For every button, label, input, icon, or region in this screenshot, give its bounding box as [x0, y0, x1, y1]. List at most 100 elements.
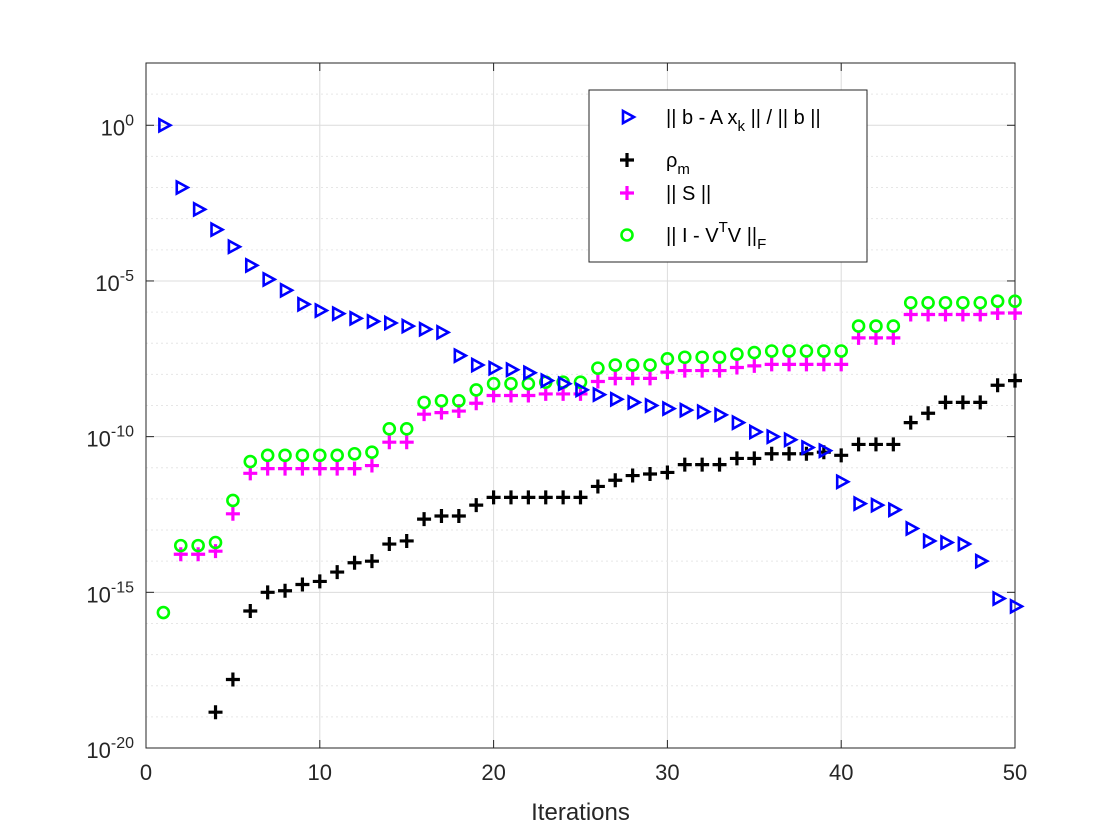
data-point [679, 401, 695, 419]
data-point [173, 547, 188, 562]
data-point [399, 533, 414, 548]
data-point [677, 363, 692, 378]
data-point [955, 395, 970, 410]
legend-text-sub: F [757, 236, 766, 253]
data-point [225, 506, 240, 521]
legend-text-sup: T [719, 219, 728, 236]
data-point [625, 358, 640, 372]
data-point [955, 307, 970, 322]
data-point [835, 473, 851, 490]
data-point [503, 490, 518, 505]
data-point [503, 388, 518, 403]
data-point [903, 307, 918, 322]
data-point [175, 179, 191, 196]
data-point [384, 314, 400, 332]
data-point [469, 396, 484, 411]
data-point [382, 537, 397, 552]
data-point [260, 461, 275, 476]
data-point [486, 490, 501, 505]
data-point [973, 295, 988, 310]
data-point [366, 313, 382, 330]
data-point [521, 490, 536, 505]
legend-label: || b - A xk || / || b || [666, 107, 821, 135]
x-tick-label: 10 [308, 760, 332, 785]
y-tick-base: 10 [86, 738, 110, 763]
data-point [990, 294, 1005, 308]
data-point [714, 406, 730, 424]
data-point [990, 378, 1005, 393]
series-2 [173, 305, 1022, 562]
data-point [625, 371, 640, 386]
data-point [521, 376, 536, 391]
series-1 [208, 373, 1022, 720]
data-point [886, 319, 901, 333]
data-point [191, 547, 206, 562]
data-point [921, 307, 936, 322]
data-point [870, 496, 886, 514]
data-point [783, 431, 799, 448]
data-point [818, 442, 834, 459]
legend-marker [620, 153, 634, 167]
data-point [349, 310, 365, 327]
data-point [799, 357, 814, 372]
data-point [677, 457, 692, 472]
data-point [729, 360, 744, 375]
data-point [470, 356, 486, 374]
legend-text-main: || I - V [666, 225, 719, 247]
x-tick-label: 40 [829, 760, 853, 785]
data-point [747, 451, 762, 466]
data-point [938, 307, 953, 322]
y-tick-exponent: 0 [125, 112, 134, 129]
data-point [295, 577, 310, 592]
data-point [712, 457, 727, 472]
data-point [208, 544, 223, 559]
data-point [851, 319, 866, 333]
legend-label: || S || [666, 183, 711, 205]
data-point [869, 319, 883, 333]
data-point [364, 554, 379, 569]
y-tick-label: 10-5 [95, 268, 134, 296]
legend-text-main: || / || b || [745, 107, 821, 129]
data-point [504, 376, 518, 391]
data-point [1008, 294, 1022, 308]
data-point [244, 257, 260, 274]
data-point [731, 414, 747, 431]
data-point [158, 117, 174, 134]
data-point [662, 400, 678, 417]
data-point [799, 344, 814, 358]
data-marks [156, 117, 1025, 720]
legend-box [588, 89, 868, 263]
series-3 [156, 294, 1022, 620]
data-point [453, 347, 469, 364]
y-tick-base: 10 [101, 115, 125, 140]
data-point [782, 344, 796, 358]
data-point [523, 364, 539, 381]
y-tick-label: 10-15 [86, 579, 134, 607]
data-point [434, 509, 449, 524]
data-point [573, 490, 588, 505]
data-point [330, 461, 345, 476]
data-point [227, 238, 243, 255]
data-point [974, 552, 990, 570]
data-point [538, 490, 553, 505]
data-point [521, 388, 536, 403]
y-tick-base: 10 [86, 582, 110, 607]
data-point [695, 457, 710, 472]
data-point [591, 361, 605, 375]
data-point [260, 448, 275, 463]
x-tick-label: 30 [655, 760, 679, 785]
data-point [418, 321, 434, 338]
data-point [469, 383, 484, 397]
data-point [208, 705, 223, 720]
data-point [262, 271, 278, 288]
data-point [712, 350, 727, 365]
data-point [399, 435, 414, 450]
x-tick-label: 20 [481, 760, 505, 785]
data-point [886, 437, 901, 452]
data-point [696, 403, 712, 420]
data-point [903, 415, 918, 430]
data-point [573, 375, 588, 389]
data-point [801, 439, 817, 456]
data-point [766, 428, 782, 445]
